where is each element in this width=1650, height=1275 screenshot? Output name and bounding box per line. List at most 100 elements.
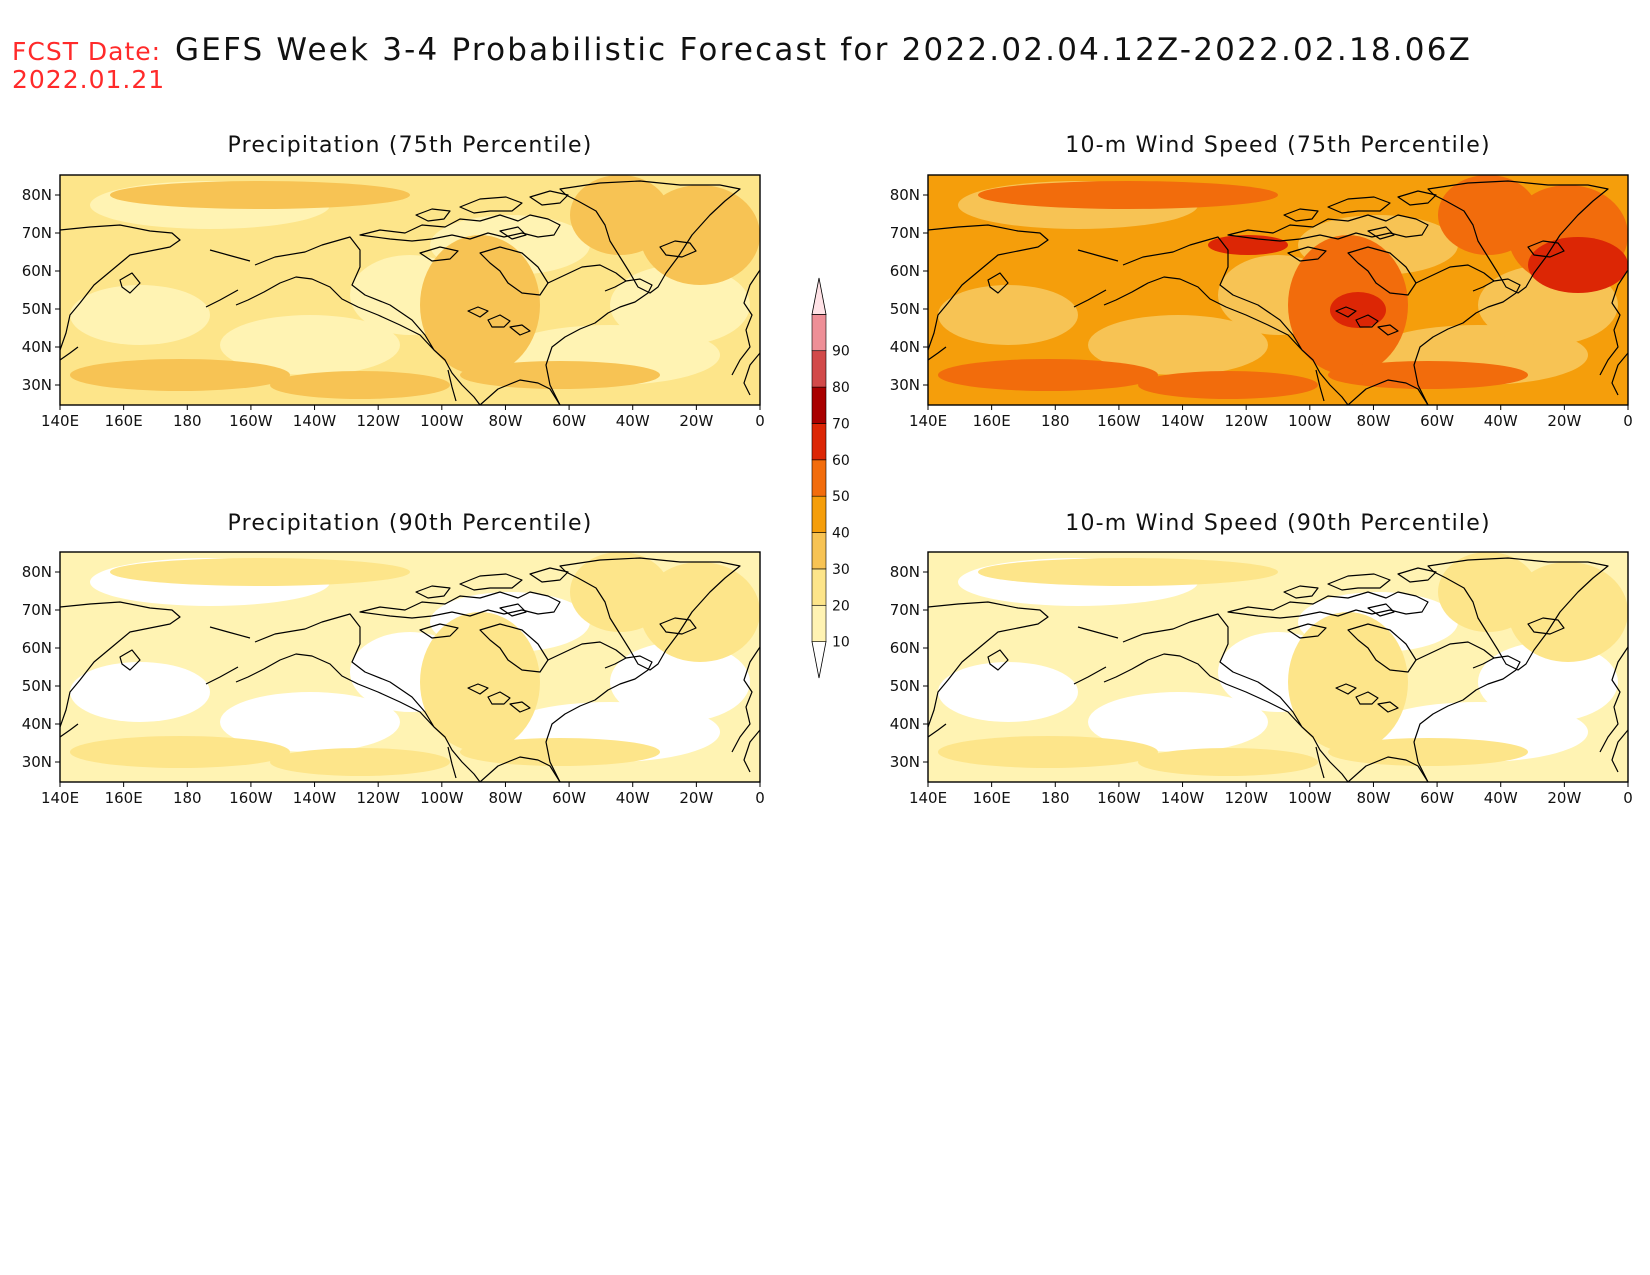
lon-tick-label: 160E bbox=[973, 412, 1011, 430]
field-contour-high bbox=[1288, 612, 1408, 752]
lon-tick-label: 100W bbox=[420, 789, 464, 807]
lon-tick-label: 20W bbox=[1547, 789, 1581, 807]
field-contour-peak bbox=[1528, 237, 1628, 293]
lon-tick-label: 40W bbox=[1484, 412, 1518, 430]
map-panel-wind-90: 140E 160E 180 160W 140W 120W 100W 80W 60W 40W 20W 0… bbox=[890, 551, 1633, 807]
lon-tick-label: 120W bbox=[1224, 789, 1268, 807]
field-contour-low bbox=[220, 315, 400, 375]
colorbar-max-arrow bbox=[811, 277, 827, 315]
lon-tick-label: 140W bbox=[293, 412, 337, 430]
colorbar-segment bbox=[811, 350, 827, 388]
field-contour-low bbox=[1088, 315, 1268, 375]
field-contour-low bbox=[610, 265, 750, 345]
lat-tick-label: 40N bbox=[890, 715, 920, 733]
field-contour-high bbox=[978, 558, 1278, 586]
lon-tick-label: 140W bbox=[1161, 412, 1205, 430]
lon-tick-label: 160E bbox=[105, 412, 143, 430]
lon-tick-label: 120W bbox=[356, 412, 400, 430]
lon-tick-label: 160W bbox=[1097, 412, 1141, 430]
field-contour-high bbox=[270, 371, 450, 399]
lon-tick-label: 140E bbox=[41, 412, 79, 430]
field-contour-high bbox=[420, 235, 540, 375]
lon-tick-label: 160W bbox=[1097, 789, 1141, 807]
colorbar-segment bbox=[811, 314, 827, 352]
lon-tick-label: 20W bbox=[679, 412, 713, 430]
lon-tick-label: 160W bbox=[229, 789, 273, 807]
probability-field bbox=[928, 552, 1628, 782]
probability-field bbox=[928, 175, 1628, 405]
lat-tick-label: 80N bbox=[890, 563, 920, 581]
lat-tick-label: 60N bbox=[890, 262, 920, 280]
panel-title: Precipitation (90th Percentile) bbox=[228, 511, 593, 536]
lat-tick-label: 50N bbox=[890, 677, 920, 695]
lon-tick-label: 100W bbox=[1288, 412, 1332, 430]
probability-field bbox=[60, 175, 760, 405]
colorbar-label: 30 bbox=[832, 562, 850, 578]
lon-tick-label: 120W bbox=[1224, 412, 1268, 430]
colorbar-label: 10 bbox=[832, 635, 850, 651]
lat-tick-label: 80N bbox=[22, 563, 52, 581]
figure-title: GEFS Week 3-4 Probabilistic Forecast for… bbox=[175, 32, 1472, 68]
field-contour-high bbox=[460, 738, 660, 766]
lat-tick-label: 40N bbox=[22, 338, 52, 356]
field-contour-low bbox=[938, 285, 1078, 345]
map-frame bbox=[59, 551, 761, 783]
lon-tick-label: 140E bbox=[41, 789, 79, 807]
colorbar-segment bbox=[811, 568, 827, 606]
field-contour-high bbox=[938, 359, 1158, 391]
field-contour-low bbox=[938, 662, 1078, 722]
field-contour-high bbox=[1138, 371, 1318, 399]
map-panels: 140E 160E 180 160W 140W 120W 100W 80W 60W 40W 20W 0… bbox=[22, 133, 1633, 807]
colorbar-min-arrow bbox=[811, 641, 827, 679]
lat-tick-label: 50N bbox=[22, 677, 52, 695]
colorbar-label: 60 bbox=[832, 453, 850, 469]
lon-tick-label: 80W bbox=[1356, 789, 1390, 807]
lon-tick-label: 20W bbox=[679, 789, 713, 807]
lon-tick-label: 60W bbox=[552, 412, 586, 430]
lat-tick-label: 40N bbox=[890, 338, 920, 356]
lon-tick-label: 60W bbox=[552, 789, 586, 807]
lat-tick-label: 60N bbox=[22, 639, 52, 657]
lat-tick-label: 30N bbox=[22, 753, 52, 771]
lon-tick-label: 140W bbox=[1161, 789, 1205, 807]
field-contour-peak bbox=[1330, 292, 1386, 328]
colorbar-segment bbox=[811, 495, 827, 533]
field-contour-low bbox=[220, 692, 400, 752]
fcst-date-label: FCST Date: bbox=[12, 37, 161, 66]
lon-tick-label: 0 bbox=[1623, 789, 1633, 807]
lon-tick-label: 40W bbox=[616, 789, 650, 807]
lat-tick-label: 50N bbox=[890, 300, 920, 318]
lon-tick-label: 180 bbox=[173, 789, 202, 807]
lon-tick-label: 180 bbox=[1041, 789, 1070, 807]
field-contour-high bbox=[70, 736, 290, 768]
lon-tick-label: 0 bbox=[755, 412, 765, 430]
lat-tick-label: 50N bbox=[22, 300, 52, 318]
field-contour-high bbox=[978, 181, 1278, 209]
colorbar-label: 20 bbox=[832, 598, 850, 614]
lon-tick-label: 60W bbox=[1420, 412, 1454, 430]
lon-tick-label: 140E bbox=[909, 412, 947, 430]
field-contour-high bbox=[460, 361, 660, 389]
lon-tick-label: 80W bbox=[488, 789, 522, 807]
field-contour-high bbox=[640, 185, 760, 285]
lon-tick-label: 140E bbox=[909, 789, 947, 807]
colorbar-segment bbox=[811, 386, 827, 424]
colorbar: 10 20 30 40 50 60 70 80 90 bbox=[811, 277, 850, 679]
field-contour-high bbox=[640, 562, 760, 662]
lon-tick-label: 160E bbox=[973, 789, 1011, 807]
field-contour-high bbox=[1328, 361, 1528, 389]
colorbar-segment bbox=[811, 604, 827, 642]
lon-tick-label: 0 bbox=[755, 789, 765, 807]
lon-tick-label: 180 bbox=[173, 412, 202, 430]
colorbar-label: 70 bbox=[832, 416, 850, 432]
lat-tick-label: 70N bbox=[22, 601, 52, 619]
lon-tick-label: 160E bbox=[105, 789, 143, 807]
lon-tick-label: 80W bbox=[1356, 412, 1390, 430]
map-panel-wind-75: 140E 160E 180 160W 140W 120W 100W 80W 60W 40W 20W 0… bbox=[890, 174, 1633, 430]
field-contour-high bbox=[1138, 748, 1318, 776]
probability-field bbox=[60, 552, 760, 782]
field-contour-high bbox=[420, 612, 540, 752]
field-contour-high bbox=[270, 748, 450, 776]
lat-tick-label: 70N bbox=[22, 224, 52, 242]
